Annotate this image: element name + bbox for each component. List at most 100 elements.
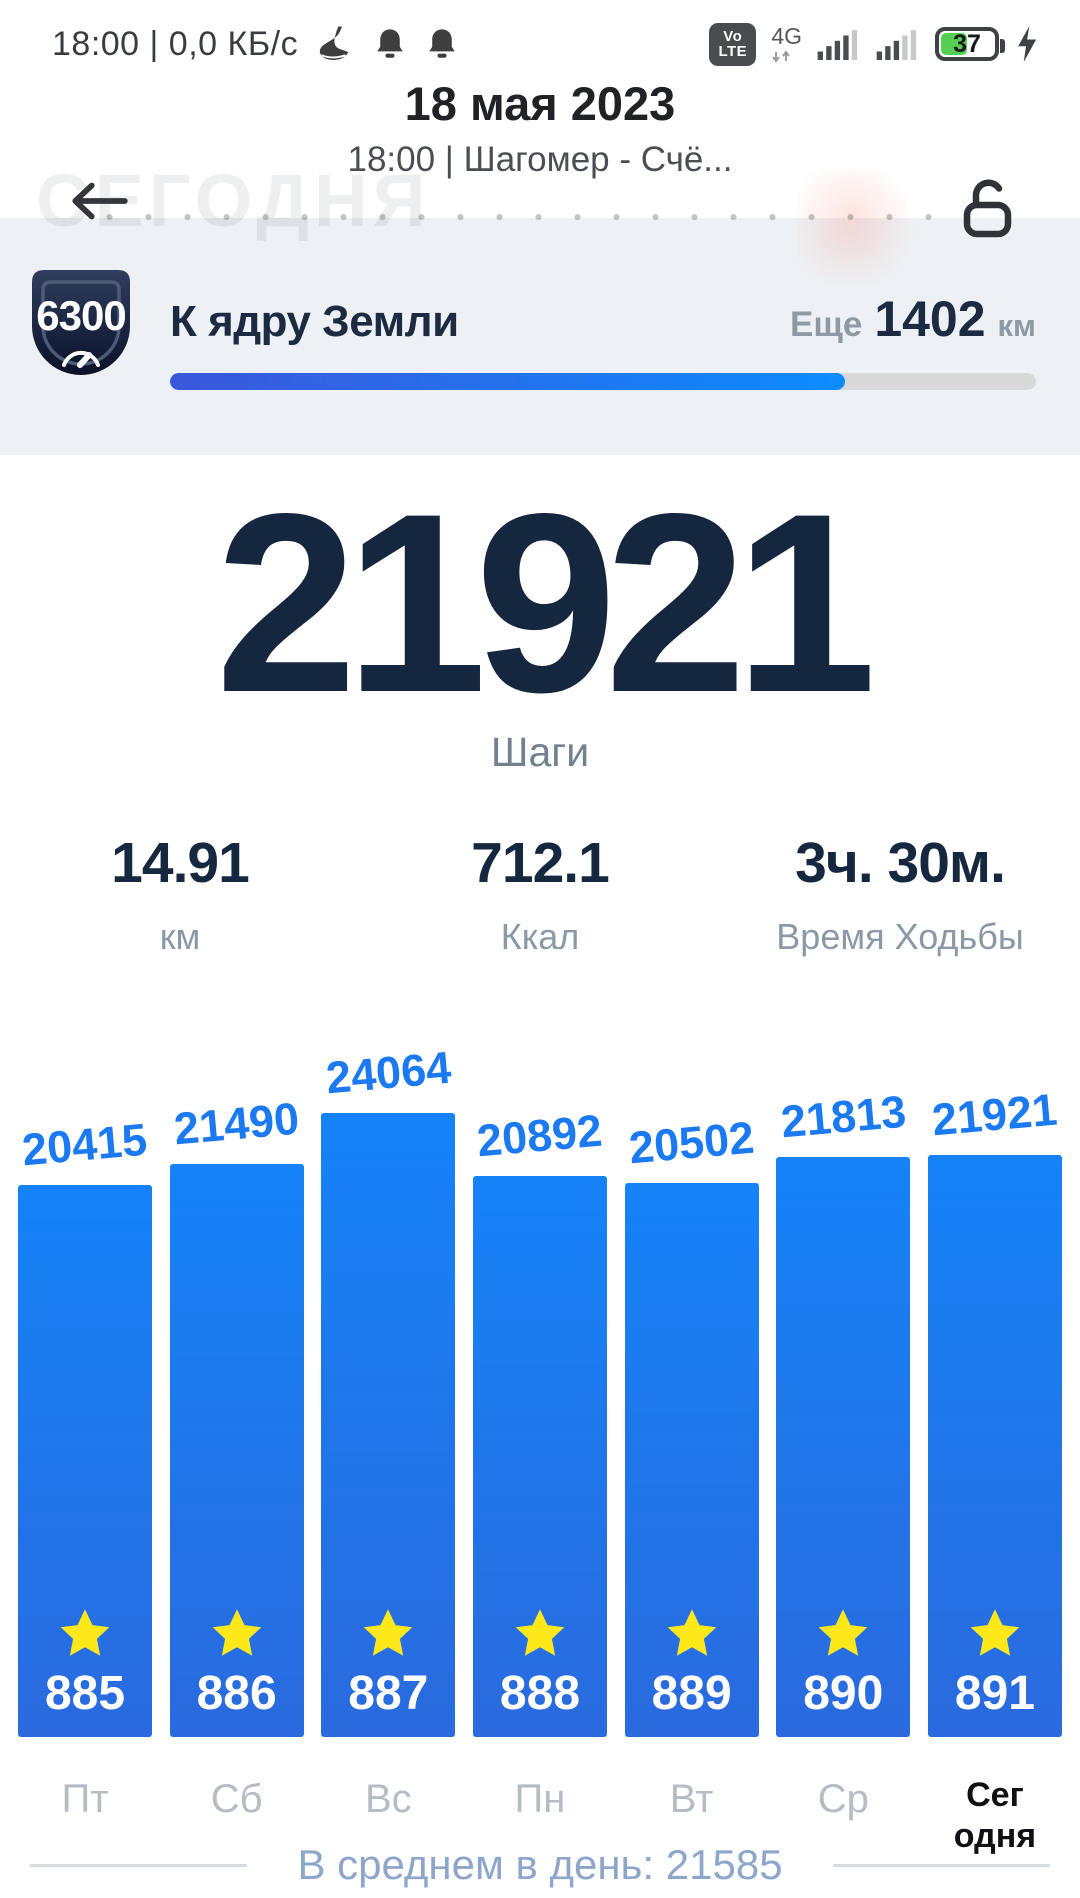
average-per-day-text: В среднем в день: 21585 (297, 1841, 783, 1888)
step-bar: 890 (776, 1157, 911, 1737)
steps-bar-chart: 20415 885 21490 886 24064 887 20892 888 20502 889… (0, 1042, 1080, 1737)
stat-distance-label: км (159, 916, 201, 957)
goal-remaining-unit: км (997, 308, 1036, 343)
chart-column[interactable]: 21813 890 (776, 1086, 911, 1737)
goal-badge-value: 6300 (36, 292, 126, 339)
network-indicator: 4G (771, 25, 802, 63)
bar-value-label: 24064 (323, 1041, 453, 1104)
star-icon (515, 1609, 565, 1656)
chart-column[interactable]: 21921 891 (927, 1084, 1062, 1737)
star-icon (364, 1609, 413, 1656)
day-label: Ср (817, 1777, 869, 1821)
stat-distance: 14.91 км (0, 830, 360, 960)
chart-column[interactable]: 20502 889 (624, 1112, 759, 1737)
status-bar-right: Vo LTE 4G (709, 22, 1038, 66)
day-number: 889 (651, 1667, 732, 1720)
drag-handle-dots (90, 212, 990, 222)
day-number: 886 (196, 1667, 277, 1720)
day-label: Пт (61, 1777, 109, 1821)
average-row: В среднем в день: 21585 (0, 1839, 1080, 1891)
gauge-icon (62, 350, 100, 368)
goal-remaining-value: 1402 (874, 291, 986, 347)
stat-calories: 712.1 Ккал (360, 830, 720, 960)
divider-right (832, 1863, 1051, 1867)
notification-date-title: 18 мая 2023 (404, 77, 676, 130)
stat-walk-time-value: 3ч. 30м. (795, 831, 1006, 895)
step-bar: 891 (927, 1155, 1062, 1737)
battery-indicator: 37 (935, 27, 1005, 61)
day-label: Сег одня (953, 1776, 1037, 1855)
star-icon (60, 1609, 110, 1656)
goal-remaining-prefix: Еще (789, 305, 863, 344)
day-number: 888 (499, 1667, 581, 1720)
chart-column[interactable]: 24064 887 (321, 1042, 456, 1737)
bar-value-label: 21813 (778, 1085, 908, 1148)
step-bar: 889 (624, 1183, 759, 1737)
step-bar: 888 (472, 1176, 607, 1737)
bar-value-label: 21921 (930, 1083, 1060, 1146)
lock-icon[interactable] (952, 172, 1022, 244)
notification-subtitle: 18:00 | Шагомер - Счё... (347, 140, 733, 179)
step-bar: 885 (18, 1185, 152, 1737)
divider-left (30, 1863, 248, 1867)
bar-value-label: 21490 (172, 1092, 302, 1155)
goal-progress-fill (170, 373, 846, 390)
bar-value-label: 20415 (20, 1113, 150, 1176)
stat-calories-label: Ккал (500, 916, 580, 957)
bar-value-label: 20892 (475, 1104, 605, 1167)
stat-walk-time-label: Время Ходьбы (776, 916, 1024, 957)
charging-bolt-icon (1018, 26, 1037, 62)
star-icon (819, 1609, 868, 1656)
goal-banner-content: К ядру Земли Еще 1402 км (170, 218, 1036, 455)
day-label: Пн (514, 1777, 566, 1821)
bell-icon (377, 29, 403, 58)
stats-row: 14.91 км 712.1 Ккал 3ч. 30м. Время Ходьб… (0, 830, 1080, 960)
steps-hero: 21921 (0, 476, 1080, 731)
network-type-label: 4G (771, 23, 802, 49)
chart-column[interactable]: 20892 888 (472, 1105, 607, 1737)
step-bar: 887 (321, 1113, 456, 1737)
volte-line1: Vo (723, 28, 743, 45)
notification-header: СЕГОДНЯ 18 мая 2023 18:00 | Шагомер - Сч… (0, 72, 1080, 290)
goal-badge: 6300 (28, 266, 134, 384)
stat-calories-value: 712.1 (471, 831, 610, 895)
goal-notification-card[interactable]: 6300 К ядру Земли Еще 1402 км (0, 218, 1080, 455)
day-label: Вт (669, 1777, 714, 1821)
bar-value-label: 20502 (627, 1111, 757, 1174)
day-number: 885 (44, 1667, 126, 1720)
data-arrows-icon (772, 50, 791, 63)
goal-title: К ядру Земли (170, 297, 459, 346)
volte-icon: Vo LTE (709, 22, 757, 66)
chart-column[interactable]: 20415 885 (18, 1114, 152, 1737)
stat-distance-value: 14.91 (111, 831, 250, 895)
star-icon (970, 1609, 1020, 1656)
battery-percent: 37 (953, 29, 981, 58)
chart-days-row: Пт Сб Вс Пн Вт Ср Сег одня (0, 1737, 1080, 1855)
stat-walk-time: 3ч. 30м. Время Ходьбы (720, 830, 1080, 960)
faded-emoji-blob (798, 168, 916, 290)
goal-banner-row: К ядру Земли Еще 1402 км (170, 290, 1036, 348)
steps-count: 21921 (215, 460, 876, 746)
chart-column[interactable]: 21490 886 (169, 1093, 304, 1737)
goal-remaining: Еще 1402 км (790, 290, 1036, 348)
star-icon (667, 1609, 716, 1656)
battery-fill (941, 33, 967, 55)
day-label: Вс (364, 1777, 412, 1821)
day-number: 891 (954, 1667, 1035, 1720)
back-arrow-button[interactable] (68, 178, 130, 224)
status-bar: 18:00 | 0,0 КБ/с Vo LTE 4G (0, 0, 1080, 72)
day-number: 887 (348, 1667, 429, 1720)
signal-bars-icon-sim2 (876, 30, 917, 60)
day-label: Сб (210, 1777, 263, 1821)
step-bar: 886 (169, 1164, 304, 1737)
day-number: 890 (803, 1667, 884, 1720)
status-time-net: 18:00 | 0,0 КБ/с (52, 24, 299, 63)
signal-bars-icon-sim1 (817, 30, 858, 60)
star-icon (212, 1609, 261, 1656)
status-bar-left: 18:00 | 0,0 КБ/с (52, 25, 460, 64)
shoe-icon (319, 26, 349, 60)
steps-label: Шаги (490, 729, 590, 775)
goal-progress-track (170, 373, 1036, 390)
bell-icon (429, 29, 455, 58)
